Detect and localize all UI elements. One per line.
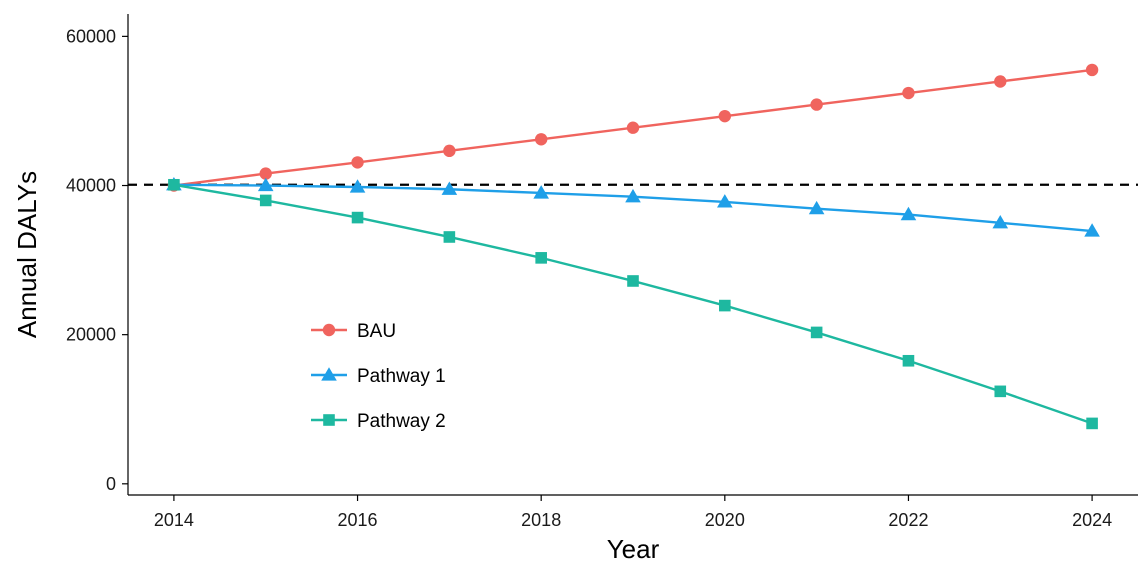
data-point bbox=[810, 326, 823, 339]
legend-swatch-marker bbox=[323, 414, 335, 426]
x-axis-ticks: 2014 2016 2018 2020 2022 2024 bbox=[154, 495, 1112, 530]
data-point bbox=[443, 144, 456, 158]
data-point bbox=[259, 194, 272, 207]
series-layer bbox=[166, 63, 1100, 430]
data-point bbox=[443, 231, 456, 243]
data-point bbox=[902, 86, 915, 100]
x-tick-label: 2020 bbox=[705, 510, 745, 530]
series-line bbox=[173, 183, 1093, 425]
data-point bbox=[1085, 63, 1099, 77]
x-tick-label: 2024 bbox=[1072, 510, 1112, 530]
x-tick-label: 2016 bbox=[338, 510, 378, 530]
data-point bbox=[808, 200, 825, 215]
series-1 bbox=[167, 63, 1099, 192]
legend-item: Pathway 2 bbox=[311, 411, 446, 432]
data-point bbox=[351, 156, 364, 169]
legend-swatch-marker bbox=[322, 323, 336, 337]
data-point bbox=[1084, 223, 1100, 237]
legend-label: Pathway 2 bbox=[357, 411, 446, 432]
legend-label: BAU bbox=[357, 321, 396, 342]
data-point bbox=[900, 206, 917, 221]
data-point bbox=[441, 181, 458, 195]
data-point bbox=[349, 179, 366, 193]
data-point bbox=[902, 354, 915, 367]
data-point bbox=[626, 121, 640, 134]
axes-layer: 2014 2016 2018 2020 2022 2024 0 20000 40000 6000… bbox=[66, 14, 1138, 530]
y-tick-label: 0 bbox=[106, 474, 116, 494]
legend-label: Pathway 1 bbox=[357, 366, 446, 387]
y-tick-label: 40000 bbox=[66, 176, 116, 196]
series-2 bbox=[166, 176, 1100, 237]
data-point bbox=[533, 185, 549, 199]
y-axis-ticks: 0 20000 40000 60000 bbox=[66, 26, 128, 494]
data-point bbox=[994, 385, 1007, 398]
y-tick-label: 60000 bbox=[66, 26, 116, 46]
x-axis-title: Year bbox=[607, 534, 660, 562]
x-tick-label: 2022 bbox=[888, 510, 928, 530]
x-tick-label: 2018 bbox=[521, 510, 561, 530]
data-point bbox=[625, 188, 641, 203]
legend: BAU Pathway 1 Pathway 2 bbox=[311, 321, 446, 432]
series-3 bbox=[168, 178, 1098, 430]
data-point bbox=[717, 194, 733, 208]
legend-item: Pathway 1 bbox=[311, 366, 446, 387]
data-point bbox=[627, 275, 639, 287]
legend-swatch-marker bbox=[321, 367, 337, 381]
x-tick-label: 2014 bbox=[154, 510, 194, 530]
y-axis-title: Annual DALYs bbox=[12, 171, 42, 338]
data-point bbox=[810, 98, 823, 111]
data-point bbox=[257, 177, 274, 192]
data-point bbox=[168, 178, 180, 191]
data-point bbox=[535, 252, 547, 264]
data-point bbox=[719, 299, 731, 312]
data-point bbox=[718, 109, 732, 123]
data-point bbox=[259, 167, 272, 180]
legend-item: BAU bbox=[311, 321, 396, 342]
y-tick-label: 20000 bbox=[66, 325, 116, 345]
data-point bbox=[1086, 417, 1098, 430]
data-point bbox=[351, 211, 364, 224]
data-point bbox=[534, 133, 548, 146]
data-point bbox=[994, 75, 1007, 88]
data-point bbox=[992, 215, 1009, 229]
